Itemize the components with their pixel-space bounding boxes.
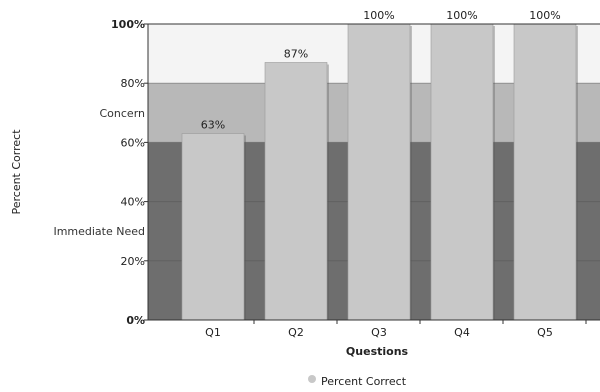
- x-category-label: Q5: [537, 326, 553, 339]
- y-tick-label: 100%: [111, 18, 145, 31]
- bar: [347, 23, 411, 321]
- y-axis-title: Percent Correct: [10, 129, 23, 215]
- data-labels: 63% 87% 100% 100% 100%: [201, 9, 561, 132]
- y-tick-label: 0%: [126, 314, 145, 327]
- y-tick-label: 20%: [121, 255, 145, 268]
- band-label-concern: Concern: [100, 107, 146, 120]
- x-category-label: Q4: [454, 326, 470, 339]
- bar: [264, 62, 328, 321]
- bar: [513, 23, 577, 321]
- band-labels: Immediate Need Concern: [53, 107, 145, 238]
- x-category-label: Q1: [205, 326, 221, 339]
- bar-series: [181, 23, 578, 321]
- data-label: 100%: [446, 9, 477, 22]
- x-category-label: Q2: [288, 326, 304, 339]
- legend: Percent Correct: [308, 375, 407, 388]
- data-label: 100%: [529, 9, 560, 22]
- legend-marker-icon: [308, 375, 316, 383]
- legend-label: Percent Correct: [321, 375, 407, 388]
- y-tick-labels: 0% 20% 40% 60% 80% 100%: [111, 18, 145, 327]
- x-axis-title: Questions: [346, 345, 409, 358]
- data-label: 100%: [363, 9, 394, 22]
- axes: [144, 23, 600, 324]
- y-tick-label: 60%: [121, 136, 145, 149]
- data-label: 87%: [284, 47, 308, 60]
- x-category-labels: Q1 Q2 Q3 Q4 Q5: [205, 326, 553, 339]
- bar: [430, 23, 494, 321]
- bar: [181, 133, 245, 321]
- y-tick-label: 40%: [121, 196, 145, 209]
- y-tick-label: 80%: [121, 77, 145, 90]
- x-category-label: Q3: [371, 326, 387, 339]
- band-label-immediate-need: Immediate Need: [53, 225, 145, 238]
- data-label: 63%: [201, 119, 225, 132]
